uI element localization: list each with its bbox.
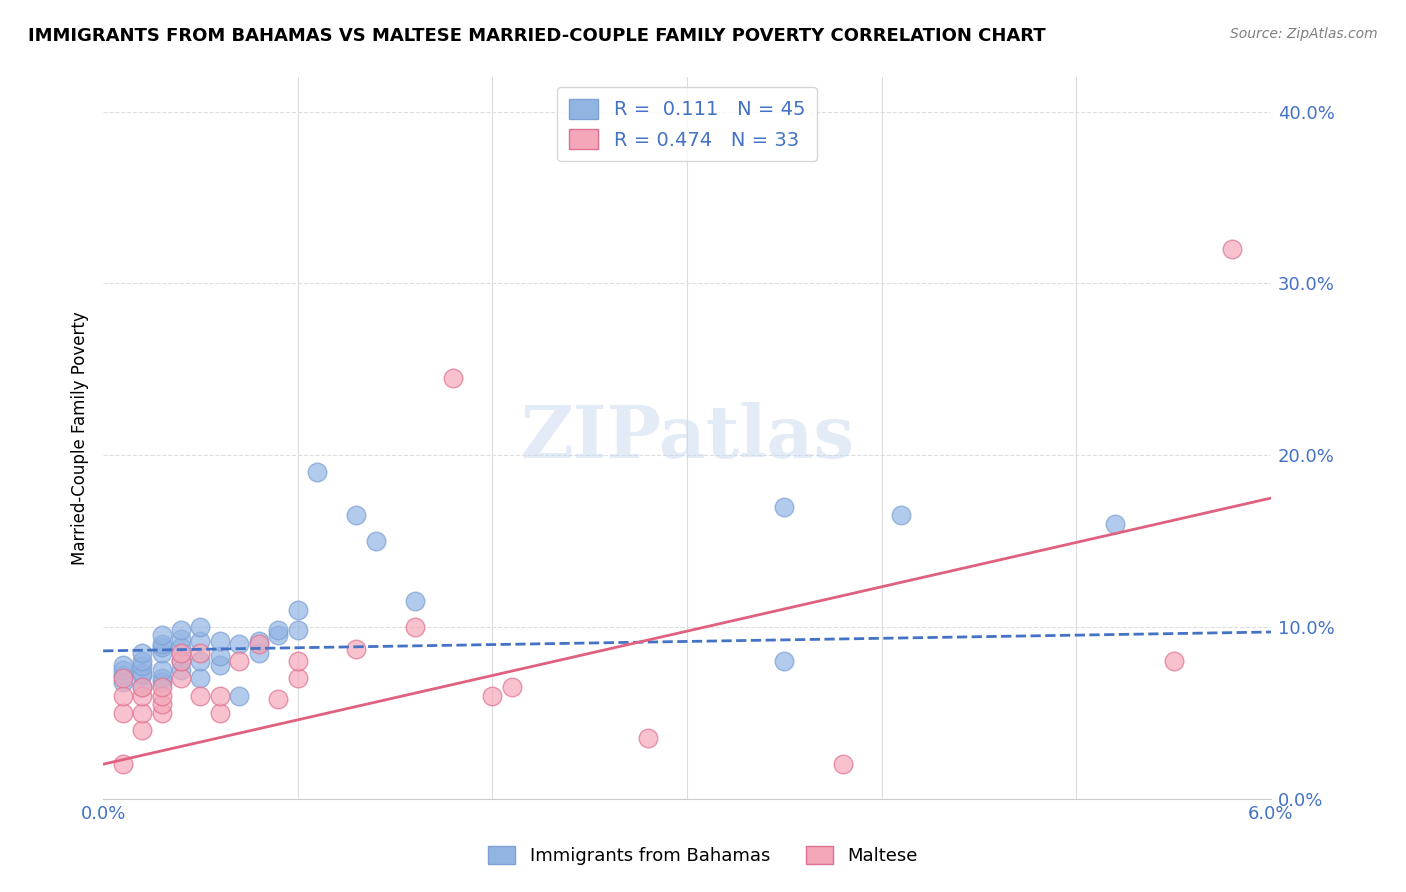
Point xyxy=(344,642,367,657)
Point xyxy=(150,646,173,660)
Legend: Immigrants from Bahamas, Maltese: Immigrants from Bahamas, Maltese xyxy=(479,837,927,874)
Point xyxy=(170,654,193,668)
Point xyxy=(150,637,173,651)
Point xyxy=(443,371,465,385)
Point xyxy=(150,689,173,703)
Point xyxy=(228,689,250,703)
Point xyxy=(111,674,134,689)
Text: IMMIGRANTS FROM BAHAMAS VS MALTESE MARRIED-COUPLE FAMILY POVERTY CORRELATION CHA: IMMIGRANTS FROM BAHAMAS VS MALTESE MARRI… xyxy=(28,27,1046,45)
Point xyxy=(208,633,231,648)
Point xyxy=(208,657,231,672)
Point xyxy=(208,689,231,703)
Point xyxy=(150,674,173,689)
Point xyxy=(131,723,153,737)
Point xyxy=(1163,654,1185,668)
Point xyxy=(111,671,134,685)
Point xyxy=(228,637,250,651)
Point xyxy=(267,628,290,642)
Point xyxy=(501,680,523,694)
Point xyxy=(111,657,134,672)
Point xyxy=(170,671,193,685)
Point xyxy=(247,646,270,660)
Point xyxy=(150,628,173,642)
Point xyxy=(111,663,134,677)
Point xyxy=(150,706,173,720)
Point xyxy=(773,654,796,668)
Point xyxy=(131,659,153,673)
Point xyxy=(150,697,173,711)
Point xyxy=(111,668,134,682)
Text: ZIPatlas: ZIPatlas xyxy=(520,402,853,474)
Point xyxy=(150,663,173,677)
Point xyxy=(131,654,153,668)
Point xyxy=(150,680,173,694)
Point xyxy=(1104,516,1126,531)
Point xyxy=(131,668,153,682)
Point xyxy=(131,666,153,681)
Point xyxy=(344,508,367,523)
Point xyxy=(131,680,153,694)
Point xyxy=(190,689,212,703)
Point xyxy=(247,637,270,651)
Point xyxy=(131,680,153,694)
Point xyxy=(831,757,853,772)
Text: Source: ZipAtlas.com: Source: ZipAtlas.com xyxy=(1230,27,1378,41)
Point xyxy=(1220,242,1243,256)
Point xyxy=(150,671,173,685)
Point xyxy=(287,602,309,616)
Point xyxy=(131,706,153,720)
Y-axis label: Married-Couple Family Poverty: Married-Couple Family Poverty xyxy=(72,311,89,565)
Point xyxy=(170,663,193,677)
Point xyxy=(190,654,212,668)
Point xyxy=(404,594,426,608)
Point xyxy=(637,731,659,746)
Point xyxy=(481,689,503,703)
Point xyxy=(228,654,250,668)
Point xyxy=(111,757,134,772)
Point xyxy=(131,646,153,660)
Point xyxy=(247,633,270,648)
Point xyxy=(190,671,212,685)
Point xyxy=(267,624,290,638)
Point xyxy=(267,692,290,706)
Point xyxy=(208,706,231,720)
Point xyxy=(111,706,134,720)
Point xyxy=(190,646,212,660)
Point xyxy=(890,508,912,523)
Point xyxy=(170,654,193,668)
Point xyxy=(170,632,193,646)
Point xyxy=(170,624,193,638)
Point xyxy=(287,624,309,638)
Point xyxy=(111,689,134,703)
Legend: R =  0.111   N = 45, R = 0.474   N = 33: R = 0.111 N = 45, R = 0.474 N = 33 xyxy=(557,87,817,161)
Point xyxy=(150,640,173,655)
Point xyxy=(170,640,193,655)
Point xyxy=(190,620,212,634)
Point xyxy=(287,671,309,685)
Point xyxy=(404,620,426,634)
Point xyxy=(208,648,231,663)
Point xyxy=(131,689,153,703)
Point xyxy=(170,646,193,660)
Point xyxy=(307,466,329,480)
Point xyxy=(287,654,309,668)
Point xyxy=(364,534,387,549)
Point xyxy=(773,500,796,514)
Point xyxy=(190,633,212,648)
